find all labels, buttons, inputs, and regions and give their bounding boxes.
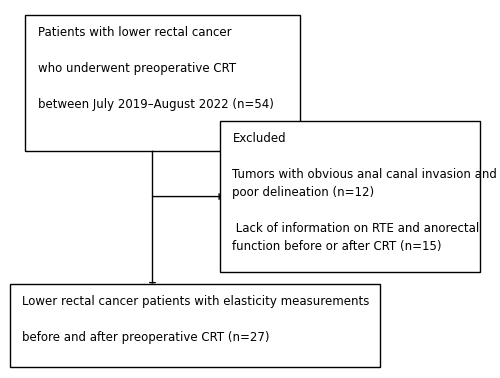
- FancyBboxPatch shape: [25, 15, 300, 151]
- FancyBboxPatch shape: [220, 121, 480, 272]
- Text: Lower rectal cancer patients with elasticity measurements

before and after preo: Lower rectal cancer patients with elasti…: [22, 295, 370, 344]
- Text: Patients with lower rectal cancer

who underwent preoperative CRT

between July : Patients with lower rectal cancer who un…: [38, 26, 274, 112]
- Text: Excluded

Tumors with obvious anal canal invasion and
poor delineation (n=12)

 : Excluded Tumors with obvious anal canal …: [232, 132, 498, 253]
- FancyBboxPatch shape: [10, 284, 380, 367]
